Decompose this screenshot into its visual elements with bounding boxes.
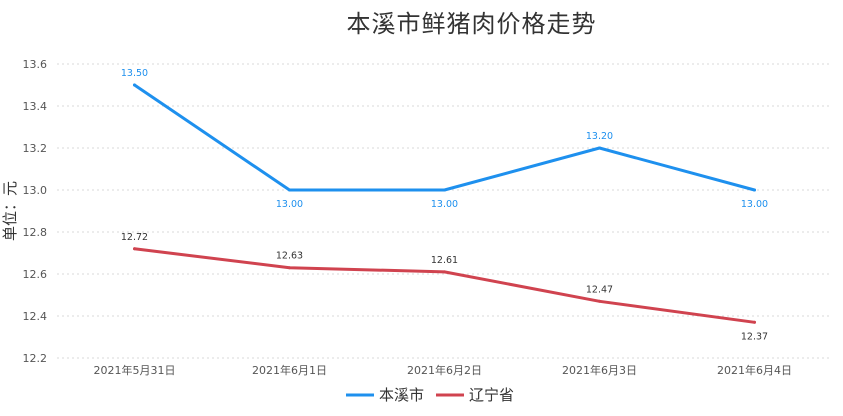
data-label: 12.47 <box>586 284 613 295</box>
y-tick-label: 12.6 <box>23 268 48 281</box>
data-point <box>443 270 446 274</box>
y-axis-label: 单位：元 <box>1 181 19 241</box>
y-tick-label: 12.2 <box>23 352 48 365</box>
data-point <box>598 299 601 303</box>
x-tick-label: 2021年6月4日 <box>717 363 792 377</box>
series-line-1 <box>133 83 756 192</box>
x-tick-label: 2021年5月31日 <box>94 363 176 377</box>
data-label: 12.72 <box>121 232 148 243</box>
y-tick-label: 13.0 <box>23 184 48 197</box>
data-label: 12.37 <box>741 331 768 342</box>
data-point <box>288 266 291 270</box>
y-tick-label: 12.8 <box>23 226 48 239</box>
data-label: 12.63 <box>276 251 303 262</box>
legend-label-1: 本溪市 <box>379 386 424 404</box>
y-tick-label: 12.4 <box>23 310 48 323</box>
data-point <box>133 247 136 251</box>
x-tick-label: 2021年6月2日 <box>407 363 482 377</box>
data-label: 13.00 <box>741 199 768 210</box>
data-label: 13.50 <box>121 68 148 79</box>
y-tick-label: 13.6 <box>23 58 48 71</box>
data-point <box>753 188 756 192</box>
data-point <box>598 146 601 150</box>
y-tick-label: 13.2 <box>23 142 48 155</box>
data-point <box>288 188 291 192</box>
data-point <box>753 320 756 324</box>
data-point <box>443 188 446 192</box>
x-tick-label: 2021年6月3日 <box>562 363 637 377</box>
legend-label-2: 辽宁省 <box>469 386 514 404</box>
data-label: 12.61 <box>431 255 458 266</box>
data-label: 13.00 <box>431 199 458 210</box>
y-tick-label: 13.4 <box>23 100 48 113</box>
data-label: 13.00 <box>276 199 303 210</box>
data-label: 13.20 <box>586 131 613 142</box>
data-point <box>133 83 136 87</box>
chart-title: 本溪市鲜猪肉价格走势 <box>346 10 597 38</box>
x-tick-label: 2021年6月1日 <box>252 363 327 377</box>
